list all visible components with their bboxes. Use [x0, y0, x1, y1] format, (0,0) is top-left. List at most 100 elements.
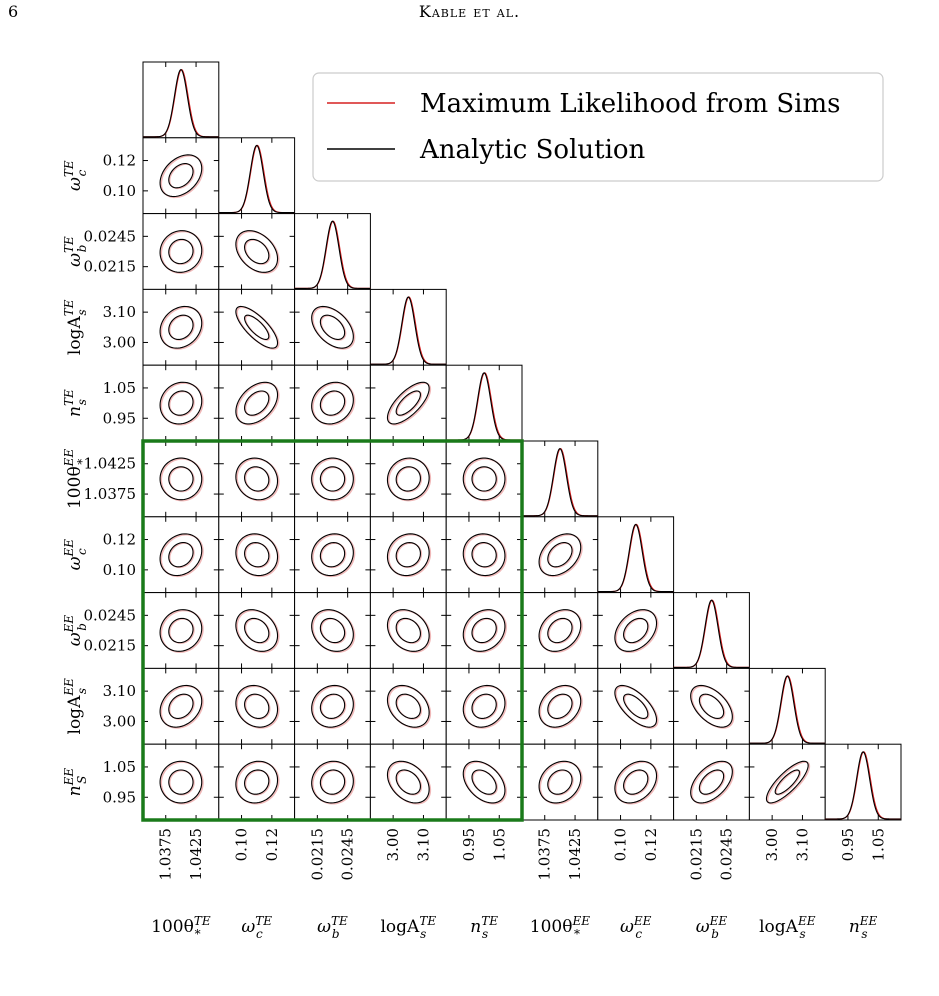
contour-analytic-outer [462, 457, 506, 501]
contour-analytic-inner [547, 769, 573, 795]
panel-frame [142, 364, 220, 442]
panel-omegac_EE-vs-omegab_TE [294, 516, 371, 594]
col-tick-label: 3.10 [414, 828, 432, 861]
row-tick-label: 0.10 [103, 561, 136, 579]
contour-analytic-outer [538, 533, 582, 577]
param-label-sub: S [75, 776, 89, 784]
contour-analytic-inner [547, 542, 573, 568]
panel-omegab_EE-vs-theta_EE [521, 592, 599, 669]
param-label-sub: c [256, 927, 263, 941]
row-tick-label: 0.12 [103, 531, 136, 549]
col-tick-label: 0.0215 [308, 828, 326, 881]
param-label-omegab_EE: ωEEb [62, 615, 89, 647]
col-tick-label: 0.12 [642, 828, 660, 861]
panel-omegab_EE-vs-logAs_TE [369, 592, 447, 669]
panel-grid [142, 61, 902, 821]
param-label-base: ω [696, 917, 710, 937]
param-label-base: ω [65, 253, 85, 267]
panel-omegab_EE-vs-omegac_TE [218, 592, 296, 669]
row-tick-label: 1.0375 [84, 485, 137, 503]
param-label-sub: b [711, 927, 719, 941]
param-label-sup: EE [571, 914, 590, 928]
col-tick-label: 1.05 [490, 828, 508, 861]
contour-analytic-outer [311, 533, 354, 577]
col-tick-label: 0.95 [460, 828, 478, 861]
panel-ns_TE-vs-ns_TE [445, 364, 523, 442]
contour-analytic-outer [462, 533, 506, 577]
panel-omegab_EE-vs-omegab_TE [294, 592, 371, 669]
panel-omegab_EE-vs-omegab_EE [673, 592, 750, 669]
legend-label-analytic: Analytic Solution [419, 135, 646, 165]
panel-frame [142, 592, 220, 669]
contour-analytic-outer [386, 533, 430, 577]
contour-analytic-inner [244, 617, 270, 644]
contour-analytic-inner [471, 769, 497, 795]
param-label-sup: EE [709, 914, 728, 928]
param-label-sub: c [75, 548, 89, 555]
param-label-base: ω [65, 632, 85, 646]
contour-analytic-inner [244, 769, 270, 795]
param-label-base: n [65, 785, 85, 796]
contour-analytic-outer [538, 760, 582, 804]
contour-analytic-outer [386, 457, 430, 501]
contour-analytic-outer [614, 684, 658, 728]
col-tick-label: 0.0245 [718, 828, 736, 881]
marginal-analytic-curve [370, 296, 447, 365]
panel-theta_EE-vs-logAs_TE [369, 440, 447, 518]
contour-analytic-inner [168, 163, 194, 189]
panel-frame [218, 667, 296, 745]
panel-frame [294, 288, 371, 366]
contour-analytic-outer [690, 760, 733, 804]
panel-logAs_TE-vs-omegab_TE [294, 288, 371, 366]
row-tick-label: 0.95 [103, 409, 136, 427]
panel-frame [142, 61, 220, 139]
contour-analytic-inner [244, 238, 270, 265]
param-label-sub: s [75, 399, 89, 405]
contour-analytic-outer [311, 305, 354, 349]
col-tick-label: 1.0425 [566, 828, 584, 881]
param-label-sup: TE [62, 236, 76, 253]
row-tick-label: 0.95 [103, 788, 136, 806]
marginal-analytic-curve [825, 751, 901, 820]
row-tick-label: 1.05 [103, 758, 136, 776]
param-label-sub: s [75, 309, 89, 315]
contour-analytic-inner [244, 542, 270, 568]
contour-analytic-inner [319, 390, 346, 416]
panel-omegac_EE-vs-logAs_TE [369, 516, 447, 594]
contour-analytic-inner [395, 693, 421, 719]
row-tick-label: 3.10 [103, 303, 136, 321]
contour-analytic-inner [774, 769, 800, 795]
panel-frame [218, 592, 296, 669]
panel-theta_TE-vs-theta_TE [142, 61, 220, 139]
param-label-base: 100θ [151, 917, 194, 937]
row-tick-label: 1.0425 [84, 455, 137, 473]
param-label-base: 100θ [65, 466, 85, 509]
contour-analytic-outer [159, 760, 203, 804]
contour-analytic-inner [244, 390, 270, 416]
panel-ns_TE-vs-logAs_TE [369, 364, 447, 442]
panel-frame [445, 516, 523, 594]
param-label-base: ω [65, 556, 85, 570]
panel-theta_EE-vs-ns_TE [445, 440, 523, 518]
panel-frame [218, 213, 296, 290]
panel-frame [369, 592, 447, 669]
legend-label-sims: Maximum Likelihood from Sims [420, 89, 840, 119]
row-tick-label: 0.0245 [84, 606, 137, 624]
panel-frame [142, 137, 220, 215]
param-label-base: ω [241, 917, 255, 937]
contour-analytic-outer [311, 381, 354, 425]
marginal-analytic-curve [597, 523, 674, 593]
panel-logAs_EE-vs-logAs_TE [369, 667, 447, 745]
col-tick-label: 1.0375 [157, 828, 175, 881]
col-tick-label: 0.12 [263, 828, 281, 861]
contour-analytic-inner [547, 693, 573, 719]
highlight-box [141, 439, 524, 822]
contour-analytic-outer [159, 684, 203, 728]
contour-analytic-outer [235, 305, 279, 349]
contour-analytic-inner [395, 617, 421, 644]
